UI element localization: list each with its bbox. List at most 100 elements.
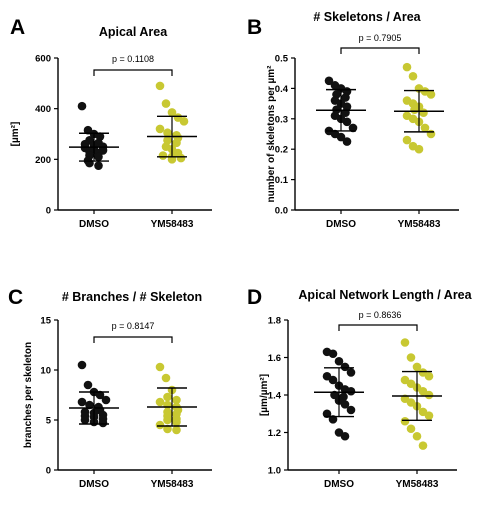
chart-a: A Apical Area [µm²] p = 0.1108 0 200 400 60… [10, 16, 212, 230]
data-point [340, 431, 350, 441]
y-tick-label: 0.5 [275, 54, 289, 65]
data-point [424, 371, 434, 381]
data-point [342, 117, 352, 127]
chart-title: # Skeletons / Area [313, 10, 421, 24]
plot-area: 1.0 1.2 1.4 1.6 1.8 DMSO YM58483 [268, 316, 457, 490]
y-tick-label: 400 [35, 104, 51, 115]
y-tick-label: 5 [46, 416, 52, 427]
chart-title: Apical Area [99, 25, 168, 39]
y-axis-label: number of skeletons per µm² [266, 65, 277, 203]
y-axis-label: [µm/µm²] [259, 374, 270, 416]
data-point [95, 390, 105, 400]
data-point [400, 416, 410, 426]
x-tick-label: DMSO [79, 219, 109, 230]
y-tick-label: 0.3 [275, 114, 288, 125]
data-point [420, 123, 430, 133]
y-tick-label: 1.8 [268, 316, 281, 327]
data-point [346, 386, 356, 396]
y-tick-label: 15 [40, 316, 51, 327]
y-tick-label: 10 [40, 366, 51, 377]
data-point [342, 137, 352, 146]
data-point [80, 415, 90, 425]
panel-label: C [8, 286, 23, 309]
data-point [406, 353, 416, 362]
data-point [85, 400, 94, 410]
data-point [163, 415, 172, 425]
x-tick-label: DMSO [326, 219, 356, 230]
data-point [340, 400, 350, 409]
data-point [419, 108, 428, 118]
y-tick-label: 600 [35, 54, 51, 65]
data-point [418, 441, 428, 450]
data-point [346, 368, 356, 377]
data-point [348, 123, 358, 133]
data-point [336, 132, 346, 142]
y-tick-label: 0.2 [275, 145, 288, 156]
panel-a: A Apical Area [µm²] p = 0.1108 0 200 400 60… [0, 0, 243, 250]
panel-label: B [247, 16, 262, 39]
data-point [155, 124, 165, 134]
y-tick-label: 1.4 [268, 391, 282, 402]
data-point [98, 418, 108, 428]
data-point [155, 362, 165, 372]
y-tick-label: 1.6 [268, 353, 281, 364]
panel-b: B # Skeletons / Area number of skeletons… [243, 0, 486, 250]
y-tick-label: 0.1 [275, 175, 289, 186]
data-point [334, 356, 344, 366]
plot-area: 0 200 400 600 DMSO YM58483 [35, 54, 212, 230]
significance-bracket [93, 336, 173, 343]
data-point [328, 375, 338, 385]
y-axis-label: [µm²] [10, 122, 21, 147]
data-point [77, 360, 87, 370]
panel-label: A [10, 16, 25, 39]
data-point [340, 362, 350, 372]
data-point [176, 153, 186, 163]
data-point [77, 397, 87, 407]
x-tick-label: YM58483 [398, 219, 441, 230]
data-point [414, 144, 424, 154]
data-point [424, 411, 434, 420]
y-tick-label: 200 [35, 155, 51, 166]
data-point [402, 62, 412, 72]
data-point [402, 135, 412, 145]
p-value-label: p = 0.1108 [112, 54, 154, 64]
p-value-label: p = 0.8147 [112, 321, 155, 331]
data-point [85, 158, 94, 168]
data-point [426, 90, 436, 99]
data-point [94, 152, 103, 162]
data-point [167, 108, 177, 117]
chart-c: C # Branches / # Skeleton branches per s… [8, 286, 212, 490]
plot-area: 0 5 10 15 DMSO YM58483 [40, 316, 212, 490]
data-point [408, 71, 418, 81]
significance-bracket [93, 69, 173, 76]
data-point [161, 373, 171, 383]
y-tick-label: 1.0 [268, 466, 281, 477]
x-tick-label: DMSO [324, 479, 354, 490]
panel-d: D Apical Network Length / Area [µm/µm²] … [243, 250, 486, 500]
data-point [172, 425, 181, 435]
panel-label: D [247, 286, 262, 309]
panel-c: C # Branches / # Skeleton branches per s… [0, 250, 243, 500]
chart-b: B # Skeletons / Area number of skeletons… [247, 10, 459, 230]
significance-bracket [340, 47, 420, 54]
data-point [155, 397, 165, 407]
data-point [406, 424, 416, 434]
data-point [179, 117, 189, 126]
chart-d: D Apical Network Length / Area [µm/µm²] … [247, 286, 473, 490]
y-axis-label: branches per skeleton [23, 342, 34, 448]
data-point [155, 81, 165, 91]
x-tick-label: DMSO [79, 479, 109, 490]
p-value-label: p = 0.7905 [359, 33, 402, 43]
data-point [410, 105, 419, 114]
chart-title: Apical Network Length / Area [298, 288, 472, 302]
data-point [83, 380, 93, 390]
significance-bracket [338, 324, 418, 331]
data-point [172, 138, 181, 148]
x-tick-label: YM58483 [396, 479, 439, 490]
data-point [94, 161, 103, 170]
data-point [412, 431, 422, 441]
data-point [163, 392, 172, 402]
data-point [155, 420, 165, 430]
x-tick-label: YM58483 [151, 479, 194, 490]
data-point [341, 93, 350, 102]
